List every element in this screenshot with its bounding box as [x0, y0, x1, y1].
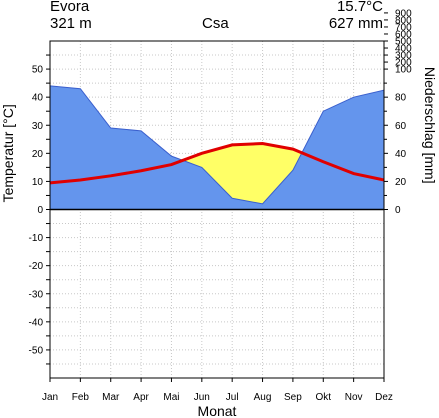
month-label: Dez — [375, 392, 393, 403]
precip-tick-label: 200 — [395, 58, 412, 69]
tick-marks — [46, 12, 388, 382]
month-label: Aug — [254, 392, 272, 403]
month-label: Mai — [163, 392, 179, 403]
month-label: Sep — [284, 392, 302, 403]
precip-tick-label: 60 — [395, 121, 407, 132]
temp-tick-label: -50 — [29, 345, 44, 356]
precip-tick-label: 80 — [395, 93, 407, 104]
temperature-line — [49, 141, 385, 185]
temp-tick-label: 40 — [32, 93, 44, 104]
tick-labels: -50-40-30-20-100102030405002040608010020… — [29, 8, 413, 403]
precipitation-line — [49, 85, 385, 205]
arid-period-area — [182, 143, 302, 204]
precip-tick-label: 400 — [395, 44, 412, 55]
precip-tick-label: 40 — [395, 149, 407, 160]
temp-tick-label: 0 — [37, 205, 43, 216]
annual-precipitation: 627 mm — [328, 15, 383, 32]
month-label: Jan — [42, 392, 58, 403]
right-axis-title: Niederschlag [mm] — [422, 67, 438, 184]
precip-tick-label: 100 — [395, 65, 412, 76]
month-label: Feb — [72, 392, 90, 403]
month-label: Mar — [102, 392, 120, 403]
mean-temperature: 15.7°C — [336, 0, 383, 15]
left-axis-title: Temperatur [°C] — [0, 104, 16, 202]
station-name: Evora — [50, 0, 90, 15]
temp-tick-label: -20 — [29, 261, 44, 272]
temp-tick-label: 20 — [32, 149, 44, 160]
temp-tick-label: 50 — [32, 65, 44, 76]
climate-class: Csa — [202, 15, 229, 32]
precip-tick-label: 300 — [395, 51, 412, 62]
station-altitude: 321 m — [50, 15, 92, 32]
month-label: Okt — [315, 392, 331, 403]
month-label: Nov — [345, 392, 363, 403]
temp-tick-label: 10 — [32, 177, 44, 188]
temp-tick-label: -10 — [29, 233, 44, 244]
month-label: Jun — [194, 392, 210, 403]
temp-tick-label: -40 — [29, 317, 44, 328]
temp-tick-label: 30 — [32, 121, 44, 132]
precip-tick-label: 900 — [395, 8, 412, 19]
month-label: Jul — [226, 392, 239, 403]
precip-tick-label: 500 — [395, 37, 412, 48]
precip-tick-label: 20 — [395, 177, 407, 188]
precip-tick-label: 800 — [395, 15, 412, 26]
humid-period-area — [50, 85, 384, 210]
precip-tick-label: 600 — [395, 29, 412, 40]
temp-tick-label: -30 — [29, 289, 44, 300]
precip-tick-label: 0 — [395, 205, 401, 216]
precip-tick-label: 700 — [395, 22, 412, 33]
month-label: Apr — [133, 392, 149, 403]
x-axis-title: Monat — [198, 403, 237, 418]
